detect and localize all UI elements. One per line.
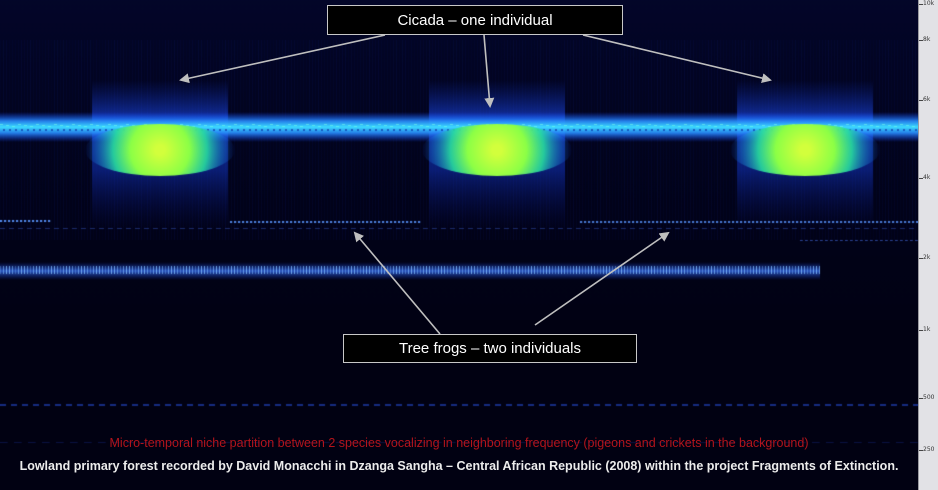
- axis-tick: [919, 398, 923, 399]
- axis-tick-label: 6k: [923, 96, 931, 103]
- caption-niche-partition: Micro-temporal niche partition between 2…: [109, 436, 809, 450]
- frequency-axis: 10k 8k 6k 4k 2k 1k 500 250: [918, 0, 938, 490]
- annotation-arrows: [179, 34, 772, 335]
- axis-tick: [919, 4, 923, 5]
- cicada-arrow-left: [179, 34, 386, 84]
- axis-tick: [919, 450, 923, 451]
- axis-tick-label: 10k: [923, 0, 935, 7]
- axis-tick-label: 8k: [923, 36, 931, 43]
- tree-frog-label: Tree frogs – two individuals: [343, 334, 637, 363]
- axis-tick-label: 500: [923, 394, 935, 401]
- axis-tick-label: 250: [923, 446, 935, 453]
- axis-tick: [919, 258, 923, 259]
- axis-tick: [919, 330, 923, 331]
- frog-arrow-right: [534, 231, 670, 326]
- axis-tick: [919, 100, 923, 101]
- axis-tick-label: 2k: [923, 254, 931, 261]
- axis-tick-label: 4k: [923, 174, 931, 181]
- frog-arrow-left: [353, 231, 441, 335]
- cicada-arrow-center: [483, 34, 495, 108]
- cicada-label: Cicada – one individual: [327, 5, 623, 35]
- cicada-arrow-right: [582, 34, 772, 83]
- caption-recording-credit: Lowland primary forest recorded by David…: [19, 459, 899, 473]
- axis-tick: [919, 178, 923, 179]
- axis-tick-label: 1k: [923, 326, 931, 333]
- axis-tick: [919, 40, 923, 41]
